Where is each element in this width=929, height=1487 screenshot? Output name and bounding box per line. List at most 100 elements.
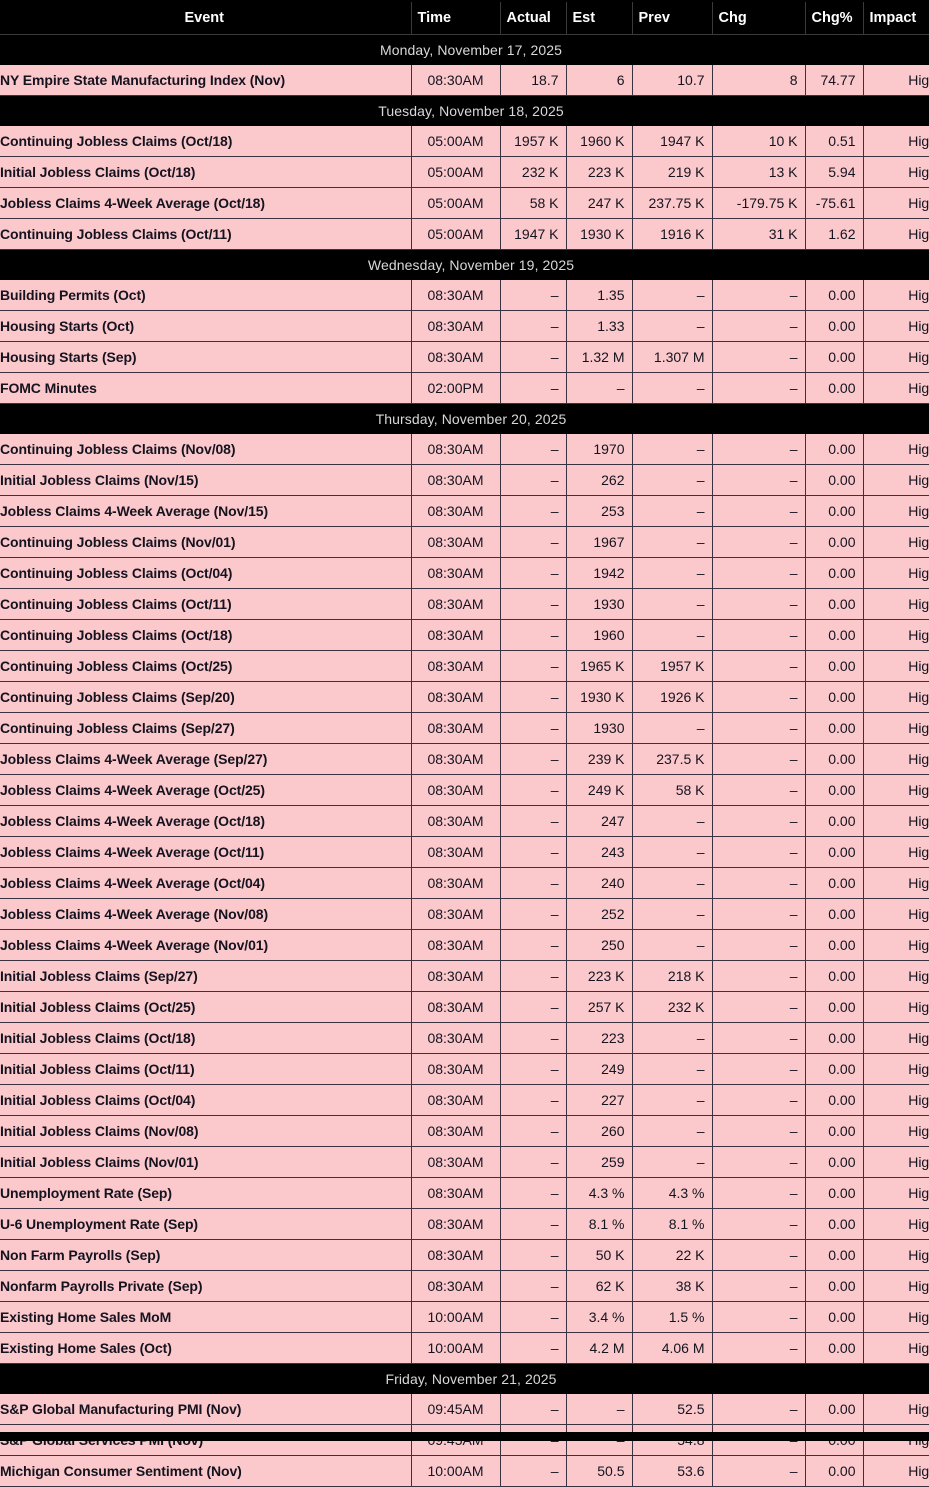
table-row[interactable]: Initial Jobless Claims (Oct/04)08:30AM–2… [0, 1085, 929, 1116]
estimate-value-cell: 253 [566, 496, 632, 527]
table-row[interactable]: Jobless Claims 4-Week Average (Sep/27)08… [0, 744, 929, 775]
table-row[interactable]: Jobless Claims 4-Week Average (Oct/04)08… [0, 868, 929, 899]
column-header-chg[interactable]: Chg [712, 1, 805, 35]
previous-value-cell: – [632, 1023, 712, 1054]
table-row[interactable]: Jobless Claims 4-Week Average (Nov/08)08… [0, 899, 929, 930]
table-row[interactable]: Initial Jobless Claims (Oct/25)08:30AM–2… [0, 992, 929, 1023]
impact-badge: High [863, 651, 929, 682]
table-row[interactable]: Jobless Claims 4-Week Average (Nov/01)08… [0, 930, 929, 961]
table-row[interactable]: Building Permits (Oct)08:30AM–1.35––0.00… [0, 280, 929, 311]
table-row[interactable]: Continuing Jobless Claims (Sep/27)08:30A… [0, 713, 929, 744]
time-cell: 08:30AM [411, 280, 500, 311]
table-row[interactable]: Unemployment Rate (Sep)08:30AM–4.3 %4.3 … [0, 1178, 929, 1209]
estimate-value-cell: 6 [566, 65, 632, 96]
previous-value-cell: 237.75 K [632, 188, 712, 219]
estimate-value-cell: 62 K [566, 1271, 632, 1302]
event-name-cell: Initial Jobless Claims (Oct/11) [0, 1054, 411, 1085]
change-value-cell: – [712, 1456, 805, 1487]
table-row[interactable]: Jobless Claims 4-Week Average (Oct/25)08… [0, 775, 929, 806]
impact-badge: High [863, 558, 929, 589]
table-row[interactable]: Continuing Jobless Claims (Oct/18)05:00A… [0, 126, 929, 157]
table-row[interactable]: Continuing Jobless Claims (Sep/20)08:30A… [0, 682, 929, 713]
change-percent-cell: 0.00 [805, 1209, 863, 1240]
table-row[interactable]: Continuing Jobless Claims (Oct/11)05:00A… [0, 219, 929, 250]
time-cell: 08:30AM [411, 496, 500, 527]
table-row[interactable]: Jobless Claims 4-Week Average (Oct/18)08… [0, 806, 929, 837]
change-percent-cell: 0.51 [805, 126, 863, 157]
table-row[interactable]: Continuing Jobless Claims (Nov/08)08:30A… [0, 434, 929, 465]
change-percent-cell: 0.00 [805, 775, 863, 806]
time-cell: 08:30AM [411, 65, 500, 96]
column-header-actual[interactable]: Actual [500, 1, 566, 35]
time-cell: 08:30AM [411, 961, 500, 992]
event-name-cell: Continuing Jobless Claims (Oct/04) [0, 558, 411, 589]
estimate-value-cell: 227 [566, 1085, 632, 1116]
table-row[interactable]: Jobless Claims 4-Week Average (Nov/15)08… [0, 496, 929, 527]
previous-value-cell: 4.3 % [632, 1178, 712, 1209]
time-cell: 08:30AM [411, 1209, 500, 1240]
table-row[interactable]: Initial Jobless Claims (Nov/01)08:30AM–2… [0, 1147, 929, 1178]
table-row[interactable]: Jobless Claims 4-Week Average (Oct/11)08… [0, 837, 929, 868]
change-value-cell: 13 K [712, 157, 805, 188]
estimate-value-cell: 243 [566, 837, 632, 868]
table-row[interactable]: U-6 Unemployment Rate (Sep)08:30AM–8.1 %… [0, 1209, 929, 1240]
table-row[interactable]: Initial Jobless Claims (Nov/08)08:30AM–2… [0, 1116, 929, 1147]
table-row[interactable]: S&P Global Manufacturing PMI (Nov)09:45A… [0, 1394, 929, 1425]
estimate-value-cell: – [566, 1394, 632, 1425]
estimate-value-cell: 247 [566, 806, 632, 837]
change-value-cell: -179.75 K [712, 188, 805, 219]
time-cell: 08:30AM [411, 1178, 500, 1209]
table-row[interactable]: Continuing Jobless Claims (Oct/25)08:30A… [0, 651, 929, 682]
table-row[interactable]: Initial Jobless Claims (Oct/18)08:30AM–2… [0, 1023, 929, 1054]
table-row[interactable]: Continuing Jobless Claims (Oct/11)08:30A… [0, 589, 929, 620]
event-name-cell: Jobless Claims 4-Week Average (Sep/27) [0, 744, 411, 775]
date-label: Monday, November 17, 2025 [0, 35, 929, 66]
column-header-impact[interactable]: Impact [863, 1, 929, 35]
previous-value-cell: 1916 K [632, 219, 712, 250]
previous-value-cell: – [632, 527, 712, 558]
change-percent-cell: 0.00 [805, 930, 863, 961]
change-value-cell: – [712, 496, 805, 527]
impact-badge: High [863, 1209, 929, 1240]
table-row[interactable]: Initial Jobless Claims (Sep/27)08:30AM–2… [0, 961, 929, 992]
previous-value-cell: – [632, 496, 712, 527]
event-name-cell: Initial Jobless Claims (Oct/18) [0, 157, 411, 188]
change-value-cell: – [712, 280, 805, 311]
time-cell: 08:30AM [411, 1054, 500, 1085]
table-row[interactable]: Initial Jobless Claims (Oct/11)08:30AM–2… [0, 1054, 929, 1085]
column-header-prev[interactable]: Prev [632, 1, 712, 35]
actual-value-cell: 18.7 [500, 65, 566, 96]
table-row[interactable]: NY Empire State Manufacturing Index (Nov… [0, 65, 929, 96]
event-name-cell: Housing Starts (Sep) [0, 342, 411, 373]
column-header-est[interactable]: Est [566, 1, 632, 35]
table-row[interactable]: Nonfarm Payrolls Private (Sep)08:30AM–62… [0, 1271, 929, 1302]
column-header-chgpct[interactable]: Chg% [805, 1, 863, 35]
table-row[interactable]: Continuing Jobless Claims (Nov/01)08:30A… [0, 527, 929, 558]
table-row[interactable]: Michigan Consumer Sentiment (Nov)10:00AM… [0, 1456, 929, 1487]
impact-badge: High [863, 930, 929, 961]
event-name-cell: S&P Global Manufacturing PMI (Nov) [0, 1394, 411, 1425]
change-value-cell: – [712, 899, 805, 930]
previous-value-cell: 232 K [632, 992, 712, 1023]
actual-value-cell: – [500, 1147, 566, 1178]
table-row[interactable]: Continuing Jobless Claims (Oct/04)08:30A… [0, 558, 929, 589]
column-header-event[interactable]: Event [0, 1, 411, 35]
table-row[interactable]: Initial Jobless Claims (Nov/15)08:30AM–2… [0, 465, 929, 496]
table-row[interactable]: Jobless Claims 4-Week Average (Oct/18)05… [0, 188, 929, 219]
previous-value-cell: – [632, 1054, 712, 1085]
time-cell: 08:30AM [411, 434, 500, 465]
column-header-time[interactable]: Time [411, 1, 500, 35]
table-row[interactable]: Continuing Jobless Claims (Oct/18)08:30A… [0, 620, 929, 651]
impact-badge: High [863, 280, 929, 311]
actual-value-cell: – [500, 837, 566, 868]
time-cell: 08:30AM [411, 744, 500, 775]
time-cell: 08:30AM [411, 1240, 500, 1271]
